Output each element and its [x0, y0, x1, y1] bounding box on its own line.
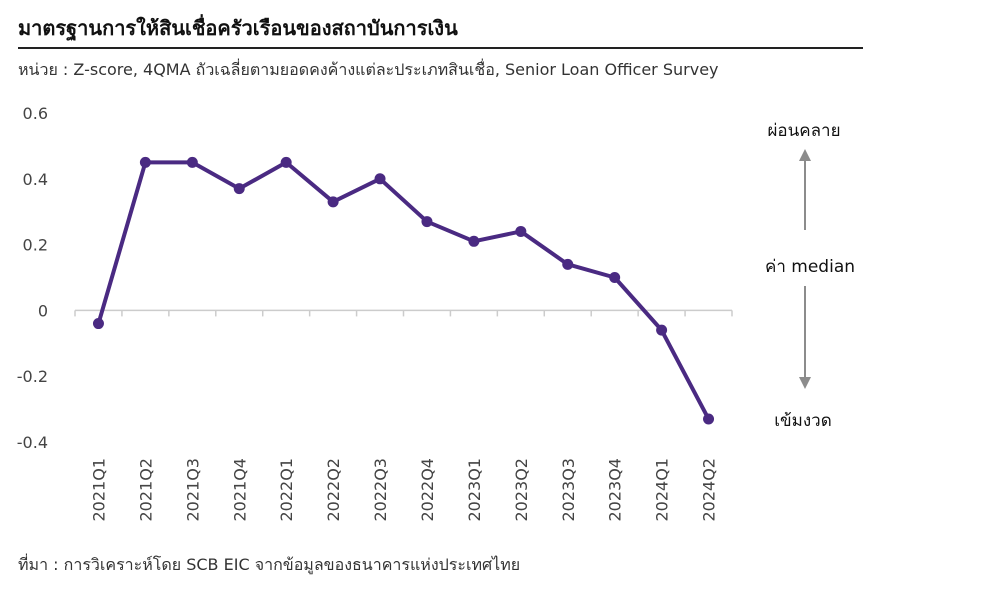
chart-title: มาตรฐานการให้สินเชื่อครัวเรือนของสถาบันก… — [18, 16, 458, 40]
x-tick-label: 2024Q1 — [653, 458, 672, 522]
x-tick-label: 2021Q4 — [230, 458, 249, 522]
chart-subtitle: หน่วย : Z-score, 4QMA ถัวเฉลี่ยตามยอดคงค… — [18, 60, 719, 79]
data-point — [515, 225, 527, 237]
x-tick-label: 2023Q4 — [606, 458, 625, 522]
source-note: ที่มา : การวิเคราะห์โดย SCB EIC จากข้อมู… — [18, 555, 521, 574]
y-tick-label: -0.2 — [17, 367, 48, 386]
annotation-median: ค่า median — [765, 257, 855, 277]
data-point — [233, 183, 245, 195]
x-tick-label: 2023Q1 — [465, 458, 484, 522]
data-point — [327, 196, 339, 208]
x-tick-label: 2022Q2 — [324, 458, 343, 522]
y-tick-label: 0 — [38, 301, 48, 320]
x-tick-label: 2022Q1 — [277, 458, 296, 522]
data-point — [468, 235, 480, 247]
x-tick-label: 2022Q4 — [418, 458, 437, 522]
data-point — [374, 173, 386, 185]
annotation-loosening: ผ่อนคลาย — [767, 121, 840, 141]
data-point — [562, 258, 574, 270]
annotation-tightening: เข้มงวด — [774, 411, 832, 431]
x-tick-label: 2022Q3 — [371, 458, 390, 522]
y-tick-label: 0.6 — [23, 104, 48, 123]
data-point — [656, 324, 668, 336]
x-axis-labels: 2021Q1 2021Q2 2021Q3 2021Q4 2022Q1 2022Q2 2022… — [89, 458, 718, 522]
title-divider — [18, 47, 863, 49]
data-point — [703, 413, 715, 425]
x-tick-label: 2021Q1 — [89, 458, 108, 522]
y-tick-label: -0.4 — [17, 433, 48, 452]
data-point — [280, 156, 292, 168]
y-axis-ticks: 0.6 0.4 0.2 0 -0.2 -0.4 — [17, 104, 48, 452]
data-point — [139, 156, 151, 168]
data-point — [609, 272, 621, 283]
x-tick-label: 2024Q2 — [700, 458, 719, 522]
x-tick-label: 2021Q3 — [183, 458, 202, 522]
y-tick-label: 0.4 — [23, 170, 48, 189]
x-axis — [74, 309, 733, 317]
data-point — [421, 216, 433, 228]
x-tick-label: 2021Q2 — [136, 458, 155, 522]
data-point — [92, 318, 104, 330]
series-polyline — [96, 160, 711, 421]
series-line — [92, 156, 715, 425]
arrow-down-icon — [799, 377, 811, 389]
x-tick-label: 2023Q2 — [512, 458, 531, 522]
y-tick-label: 0.2 — [23, 236, 48, 255]
arrow-up-icon — [799, 149, 811, 161]
data-point — [186, 156, 198, 168]
annotations: ผ่อนคลาย ค่า median เข้มงวด — [765, 121, 855, 431]
x-tick-label: 2023Q3 — [559, 458, 578, 522]
